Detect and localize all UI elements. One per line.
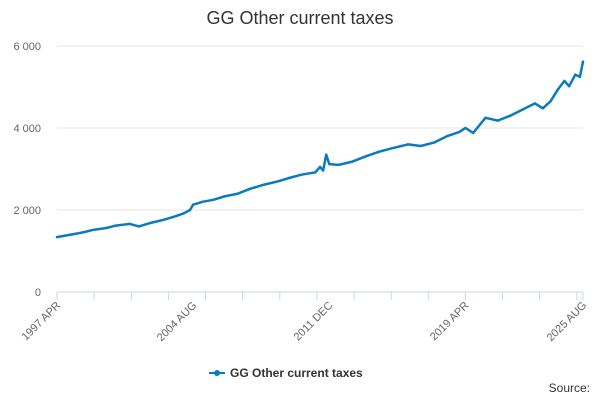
- x-tick-label: 2011 DEC: [292, 300, 336, 344]
- data-point[interactable]: [300, 173, 303, 176]
- data-point[interactable]: [419, 144, 422, 148]
- data-point[interactable]: [567, 85, 571, 88]
- data-point[interactable]: [337, 163, 340, 167]
- data-point[interactable]: [563, 79, 566, 83]
- data-point[interactable]: [464, 126, 467, 130]
- data-point[interactable]: [148, 221, 151, 225]
- data-point[interactable]: [314, 171, 317, 174]
- data-point[interactable]: [92, 228, 96, 231]
- gridlines: [57, 45, 583, 293]
- data-point[interactable]: [496, 119, 500, 122]
- source-label: Source:: [548, 381, 590, 395]
- data-point[interactable]: [484, 116, 487, 120]
- data-point[interactable]: [114, 224, 118, 227]
- data-point[interactable]: [249, 187, 252, 190]
- data-point[interactable]: [433, 141, 436, 144]
- data-point[interactable]: [407, 143, 410, 146]
- data-point[interactable]: [174, 214, 178, 218]
- data-point[interactable]: [445, 135, 449, 138]
- data-point[interactable]: [472, 131, 475, 135]
- data-point[interactable]: [191, 203, 195, 206]
- data-point[interactable]: [509, 114, 512, 117]
- data-point[interactable]: [318, 165, 322, 169]
- data-point[interactable]: [321, 169, 325, 172]
- data-point[interactable]: [55, 235, 59, 239]
- data-point[interactable]: [557, 87, 560, 91]
- data-point[interactable]: [128, 222, 131, 226]
- legend[interactable]: GG Other current taxes: [209, 366, 363, 380]
- data-point[interactable]: [351, 160, 354, 163]
- data-point[interactable]: [541, 107, 544, 110]
- y-tick-label: 0: [35, 287, 41, 299]
- series-layer: [55, 60, 585, 239]
- data-point[interactable]: [263, 183, 266, 186]
- data-point[interactable]: [533, 102, 537, 105]
- data-point[interactable]: [393, 146, 396, 149]
- data-point[interactable]: [277, 180, 280, 183]
- x-axis: 1997 APR 2004 AUG 2011 DEC 2019 APR 2025 AUG: [20, 292, 589, 344]
- y-axis-labels: 0 2 000 4 000 6 000: [13, 41, 41, 299]
- data-point[interactable]: [521, 108, 524, 111]
- series-line[interactable]: [55, 60, 585, 239]
- data-point[interactable]: [182, 212, 186, 215]
- chart-title: GG Other current taxes: [206, 8, 394, 28]
- y-tick-label: 4 000: [13, 123, 41, 135]
- data-point[interactable]: [377, 150, 380, 153]
- data-point[interactable]: [328, 162, 331, 166]
- x-tick-label: 1997 APR: [20, 300, 64, 344]
- data-point[interactable]: [574, 73, 577, 76]
- data-point[interactable]: [549, 100, 552, 103]
- y-tick-label: 2 000: [13, 205, 41, 217]
- x-tick-label: 2004 AUG: [155, 300, 199, 344]
- data-point[interactable]: [80, 231, 84, 234]
- data-point[interactable]: [236, 192, 240, 195]
- data-point[interactable]: [137, 225, 141, 228]
- data-point[interactable]: [162, 218, 165, 221]
- data-point[interactable]: [188, 208, 192, 212]
- legend-marker-icon: [214, 370, 220, 376]
- data-point[interactable]: [578, 75, 582, 79]
- data-point[interactable]: [105, 226, 108, 230]
- data-point[interactable]: [581, 60, 585, 63]
- data-point[interactable]: [363, 155, 367, 158]
- data-point[interactable]: [458, 130, 461, 134]
- data-point[interactable]: [287, 176, 291, 180]
- data-point[interactable]: [201, 200, 204, 203]
- data-point[interactable]: [212, 198, 215, 201]
- legend-label: GG Other current taxes: [230, 366, 363, 380]
- data-point[interactable]: [69, 233, 73, 236]
- data-point[interactable]: [222, 195, 226, 198]
- data-point[interactable]: [325, 153, 328, 156]
- x-tick-label: 2025 AUG: [545, 300, 589, 344]
- y-tick-label: 6 000: [13, 41, 41, 53]
- x-tick-label: 2019 APR: [428, 300, 472, 344]
